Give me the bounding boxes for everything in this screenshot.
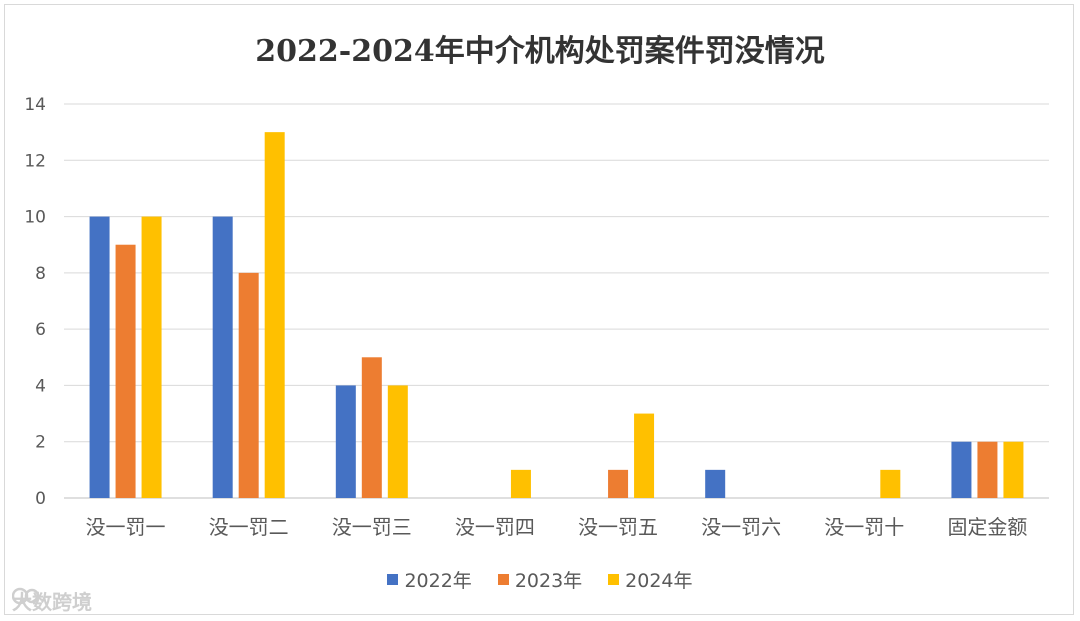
- y-tick-label: 8: [35, 264, 46, 284]
- legend: 2022年 2023年 2024年: [0, 566, 1080, 593]
- bar-2022年-没一罚一: [89, 216, 110, 499]
- y-tick-label: 6: [35, 320, 46, 340]
- bar-2024年-没一罚一: [141, 216, 162, 499]
- bar-2024年-没一罚四: [510, 469, 531, 498]
- bar-2022年-没一罚六: [705, 469, 726, 498]
- x-tick-label: 没一罚十: [824, 515, 904, 539]
- legend-item-2022: 2022年: [387, 566, 472, 593]
- bar-2024年-没一罚五: [634, 413, 655, 498]
- y-tick-label: 4: [35, 376, 46, 396]
- legend-item-2023: 2023年: [497, 566, 583, 593]
- legend-label-2024: 2024年: [625, 570, 693, 592]
- x-tick-label: 没一罚六: [701, 515, 781, 539]
- legend-label-2023: 2023年: [514, 570, 583, 592]
- bar-2024年-没一罚二: [264, 132, 285, 498]
- x-tick-label: 没一罚三: [332, 515, 412, 539]
- legend-swatch-2023: [497, 574, 509, 585]
- bar-2022年-固定金额: [951, 441, 972, 498]
- x-tick-label: 没一罚四: [455, 515, 535, 539]
- watermark-logo-icon: [12, 587, 40, 605]
- legend-swatch-2024: [608, 574, 620, 585]
- x-tick-label: 没一罚一: [86, 515, 166, 539]
- bar-2023年-没一罚二: [238, 272, 259, 498]
- bar-2023年-没一罚三: [361, 357, 382, 498]
- chart-title: 2022-2024年中介机构处罚案件罚没情况: [255, 34, 825, 69]
- y-tick-label: 10: [24, 208, 46, 228]
- chart-frame: [4, 4, 1074, 615]
- legend-label-2022: 2022年: [404, 570, 472, 592]
- bar-2022年-没一罚三: [335, 385, 356, 498]
- bar-2024年-没一罚三: [387, 385, 408, 498]
- bar-2023年-没一罚一: [115, 244, 136, 498]
- bar-2024年-固定金额: [1003, 441, 1024, 498]
- legend-swatch-2022: [387, 574, 399, 585]
- y-tick-label: 0: [35, 489, 46, 509]
- x-tick-label: 没一罚二: [209, 515, 289, 539]
- bar-2023年-没一罚五: [608, 469, 629, 498]
- watermark: 大数跨境: [12, 586, 92, 615]
- bar-2023年-固定金额: [977, 441, 998, 498]
- y-tick-label: 12: [24, 151, 46, 171]
- y-tick-label: 2: [35, 433, 46, 453]
- bar-2022年-没一罚二: [212, 216, 233, 499]
- x-tick-label: 固定金额: [947, 515, 1027, 539]
- y-tick-label: 14: [24, 95, 46, 115]
- x-tick-label: 没一罚五: [578, 515, 658, 539]
- bar-2024年-没一罚十: [880, 469, 901, 498]
- legend-item-2024: 2024年: [608, 566, 693, 593]
